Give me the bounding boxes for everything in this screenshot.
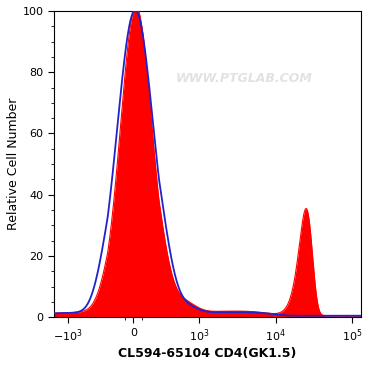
X-axis label: CL594-65104 CD4(GK1.5): CL594-65104 CD4(GK1.5) bbox=[118, 347, 297, 360]
Y-axis label: Relative Cell Number: Relative Cell Number bbox=[7, 98, 20, 230]
Text: WWW.PTGLAB.COM: WWW.PTGLAB.COM bbox=[176, 72, 313, 85]
